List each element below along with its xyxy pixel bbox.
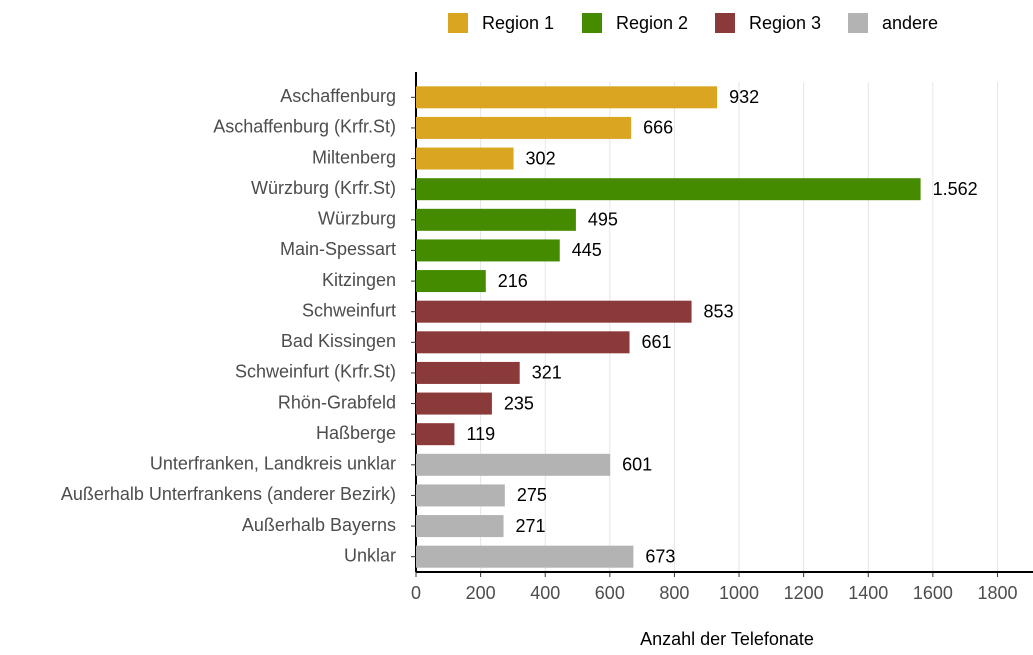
x-tick-label: 1600 bbox=[913, 583, 953, 603]
bar bbox=[416, 300, 692, 323]
legend-label: andere bbox=[882, 13, 938, 33]
x-tick-label: 600 bbox=[595, 583, 625, 603]
y-tick-label: Kitzingen bbox=[322, 270, 396, 290]
legend-swatch bbox=[715, 13, 735, 33]
y-tick-label: Außerhalb Bayerns bbox=[242, 515, 396, 535]
legend-label: Region 1 bbox=[482, 13, 554, 33]
value-label: 271 bbox=[516, 516, 546, 536]
bar bbox=[416, 331, 630, 354]
y-tick-label: Main-Spessart bbox=[280, 239, 396, 259]
y-tick-label: Schweinfurt (Krfr.St) bbox=[235, 362, 396, 382]
value-label: 321 bbox=[532, 363, 562, 383]
bar bbox=[416, 361, 520, 384]
bar bbox=[416, 147, 514, 170]
y-tick-label: Schweinfurt bbox=[302, 300, 396, 320]
y-tick-label: Unterfranken, Landkreis unklar bbox=[150, 454, 396, 474]
x-tick-label: 200 bbox=[466, 583, 496, 603]
x-tick-label: 1000 bbox=[719, 583, 759, 603]
x-tick-label: 0 bbox=[411, 583, 421, 603]
y-tick-label: Würzburg bbox=[318, 209, 396, 229]
x-tick-label: 800 bbox=[659, 583, 689, 603]
x-tick-label: 1200 bbox=[784, 583, 824, 603]
legend-label: Region 2 bbox=[616, 13, 688, 33]
value-label: 1.562 bbox=[933, 179, 978, 199]
value-label: 119 bbox=[466, 424, 495, 444]
x-tick-label: 400 bbox=[530, 583, 560, 603]
bar bbox=[416, 208, 576, 231]
y-tick-label: Aschaffenburg bbox=[280, 86, 396, 106]
value-label: 853 bbox=[704, 301, 734, 321]
value-label: 235 bbox=[504, 393, 534, 413]
value-label: 302 bbox=[526, 148, 556, 168]
x-tick-label: 1800 bbox=[977, 583, 1017, 603]
value-label: 673 bbox=[645, 546, 675, 566]
value-label: 666 bbox=[643, 118, 673, 138]
bar bbox=[416, 515, 504, 538]
legend-swatch bbox=[582, 13, 602, 33]
y-tick-label: Unklar bbox=[344, 545, 396, 565]
legend-swatch bbox=[448, 13, 468, 33]
y-tick-label: Haßberge bbox=[316, 423, 396, 443]
value-label: 216 bbox=[498, 271, 528, 291]
y-tick-label: Aschaffenburg (Krfr.St) bbox=[213, 117, 396, 137]
value-label: 445 bbox=[572, 240, 602, 260]
legend-swatch bbox=[848, 13, 868, 33]
value-label: 275 bbox=[517, 485, 547, 505]
bar bbox=[416, 239, 560, 262]
value-label: 661 bbox=[642, 332, 672, 352]
x-tick-label: 1400 bbox=[848, 583, 888, 603]
y-tick-label: Würzburg (Krfr.St) bbox=[251, 178, 396, 198]
bar bbox=[416, 484, 505, 507]
y-tick-label: Rhön-Grabfeld bbox=[278, 392, 396, 412]
bar bbox=[416, 392, 492, 415]
value-label: 495 bbox=[588, 210, 618, 230]
y-tick-label: Außerhalb Unterfrankens (anderer Bezirk) bbox=[61, 484, 396, 504]
value-label: 601 bbox=[622, 455, 652, 475]
bar bbox=[416, 453, 611, 476]
bar bbox=[416, 423, 455, 446]
value-label: 932 bbox=[729, 87, 759, 107]
bar bbox=[416, 178, 921, 201]
bar bbox=[416, 86, 718, 109]
x-axis-title: Anzahl der Telefonate bbox=[640, 629, 814, 649]
bar bbox=[416, 270, 486, 293]
y-tick-label: Bad Kissingen bbox=[281, 331, 396, 351]
y-tick-label: Miltenberg bbox=[312, 147, 396, 167]
legend-label: Region 3 bbox=[749, 13, 821, 33]
bar bbox=[416, 116, 632, 139]
bar bbox=[416, 545, 634, 568]
